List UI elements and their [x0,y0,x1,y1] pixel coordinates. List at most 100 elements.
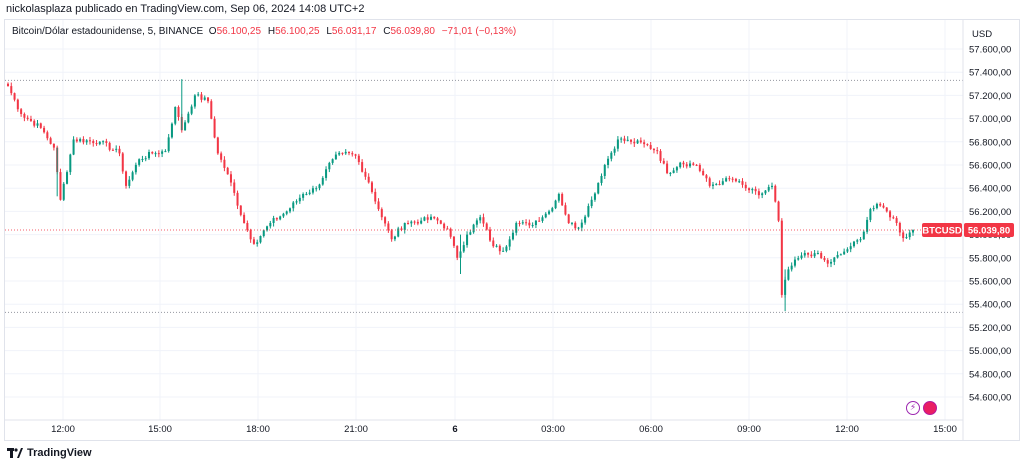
candle [413,220,416,225]
candle [800,252,803,260]
candle-body [659,151,662,161]
candle [643,139,646,148]
candle [272,215,275,227]
time-tick-label: 6 [452,424,457,435]
price-tick-label: 55.600,00 [969,277,1011,288]
candle-series [6,79,915,312]
candle-body [872,208,875,210]
candle-body [882,205,885,208]
candle [374,188,377,205]
candle-body [502,250,505,252]
candle [377,198,380,211]
candle [498,244,501,255]
candle-body [689,163,692,167]
candle-body [643,142,646,145]
candle-body [675,167,678,171]
candle [695,164,698,167]
candle [538,217,541,222]
candle-body [361,162,364,172]
candle-body [170,123,173,138]
price-tick-label: 54.800,00 [969,369,1011,380]
candle [266,225,269,232]
candle [830,259,833,268]
candle-body [810,254,813,257]
candle-body [174,107,177,124]
candle [436,216,439,225]
candle [439,219,442,225]
candle-body [892,217,895,219]
candle-body [236,192,239,206]
candle-body [318,184,321,189]
candle-body [233,182,236,193]
candle [889,210,892,221]
candle [325,166,328,181]
candle [702,168,705,176]
candle-body [495,245,498,247]
candle-body [446,228,449,230]
candle [839,253,842,256]
candle [338,151,341,156]
candle [184,120,187,131]
candle-body [577,227,580,229]
candle-body [315,188,318,190]
candle-body [328,162,331,170]
candle [397,226,400,238]
candle-body [620,138,623,140]
candle [905,233,908,239]
candle [154,151,157,157]
candle [462,241,465,253]
candle [548,209,551,216]
candle-body [177,107,180,118]
candle [59,168,62,201]
candle [564,202,567,216]
candle-body [616,139,619,149]
candle-body [816,253,819,255]
candle [672,167,675,174]
candle [177,105,180,121]
candle [298,194,301,204]
candle [761,192,764,199]
candle [256,239,259,247]
candle-body [541,217,544,221]
candle [866,216,869,234]
candle-body [682,162,685,165]
candle-body [738,181,741,183]
candle-body [108,142,111,150]
candle [725,176,728,183]
candle-body [147,152,151,159]
candle [731,176,734,183]
candle-body [308,192,311,194]
candle-body [856,240,859,242]
candle-body [164,151,167,153]
candle-body [167,137,170,152]
candle-body [200,94,203,100]
candle [305,191,308,196]
candle-body [708,178,711,186]
candle-body [685,164,688,167]
candle [616,136,619,152]
candle-body [741,181,744,185]
candle-body [95,143,98,145]
brand[interactable]: TradingView [7,447,92,459]
candle-body [859,239,862,241]
candle [744,181,747,191]
flag-icon[interactable] [923,401,937,415]
candle-body [157,153,160,155]
candle-body [702,170,705,176]
price-tick-label: 55.800,00 [969,253,1011,264]
candle [134,162,137,175]
bolt-icon[interactable]: ⚡ [906,401,920,415]
close-label: C [383,26,391,37]
candle-body [344,151,347,154]
candle [125,170,128,189]
price-tick-label: 57.000,00 [969,114,1011,125]
candle-body [770,185,774,188]
candle-body [13,93,16,100]
candle-body [131,172,134,180]
symbol-tag-label: BTCUSD [922,225,962,236]
candle-body [574,222,577,229]
candle [259,235,262,244]
candle [420,217,423,225]
candle [26,115,29,121]
